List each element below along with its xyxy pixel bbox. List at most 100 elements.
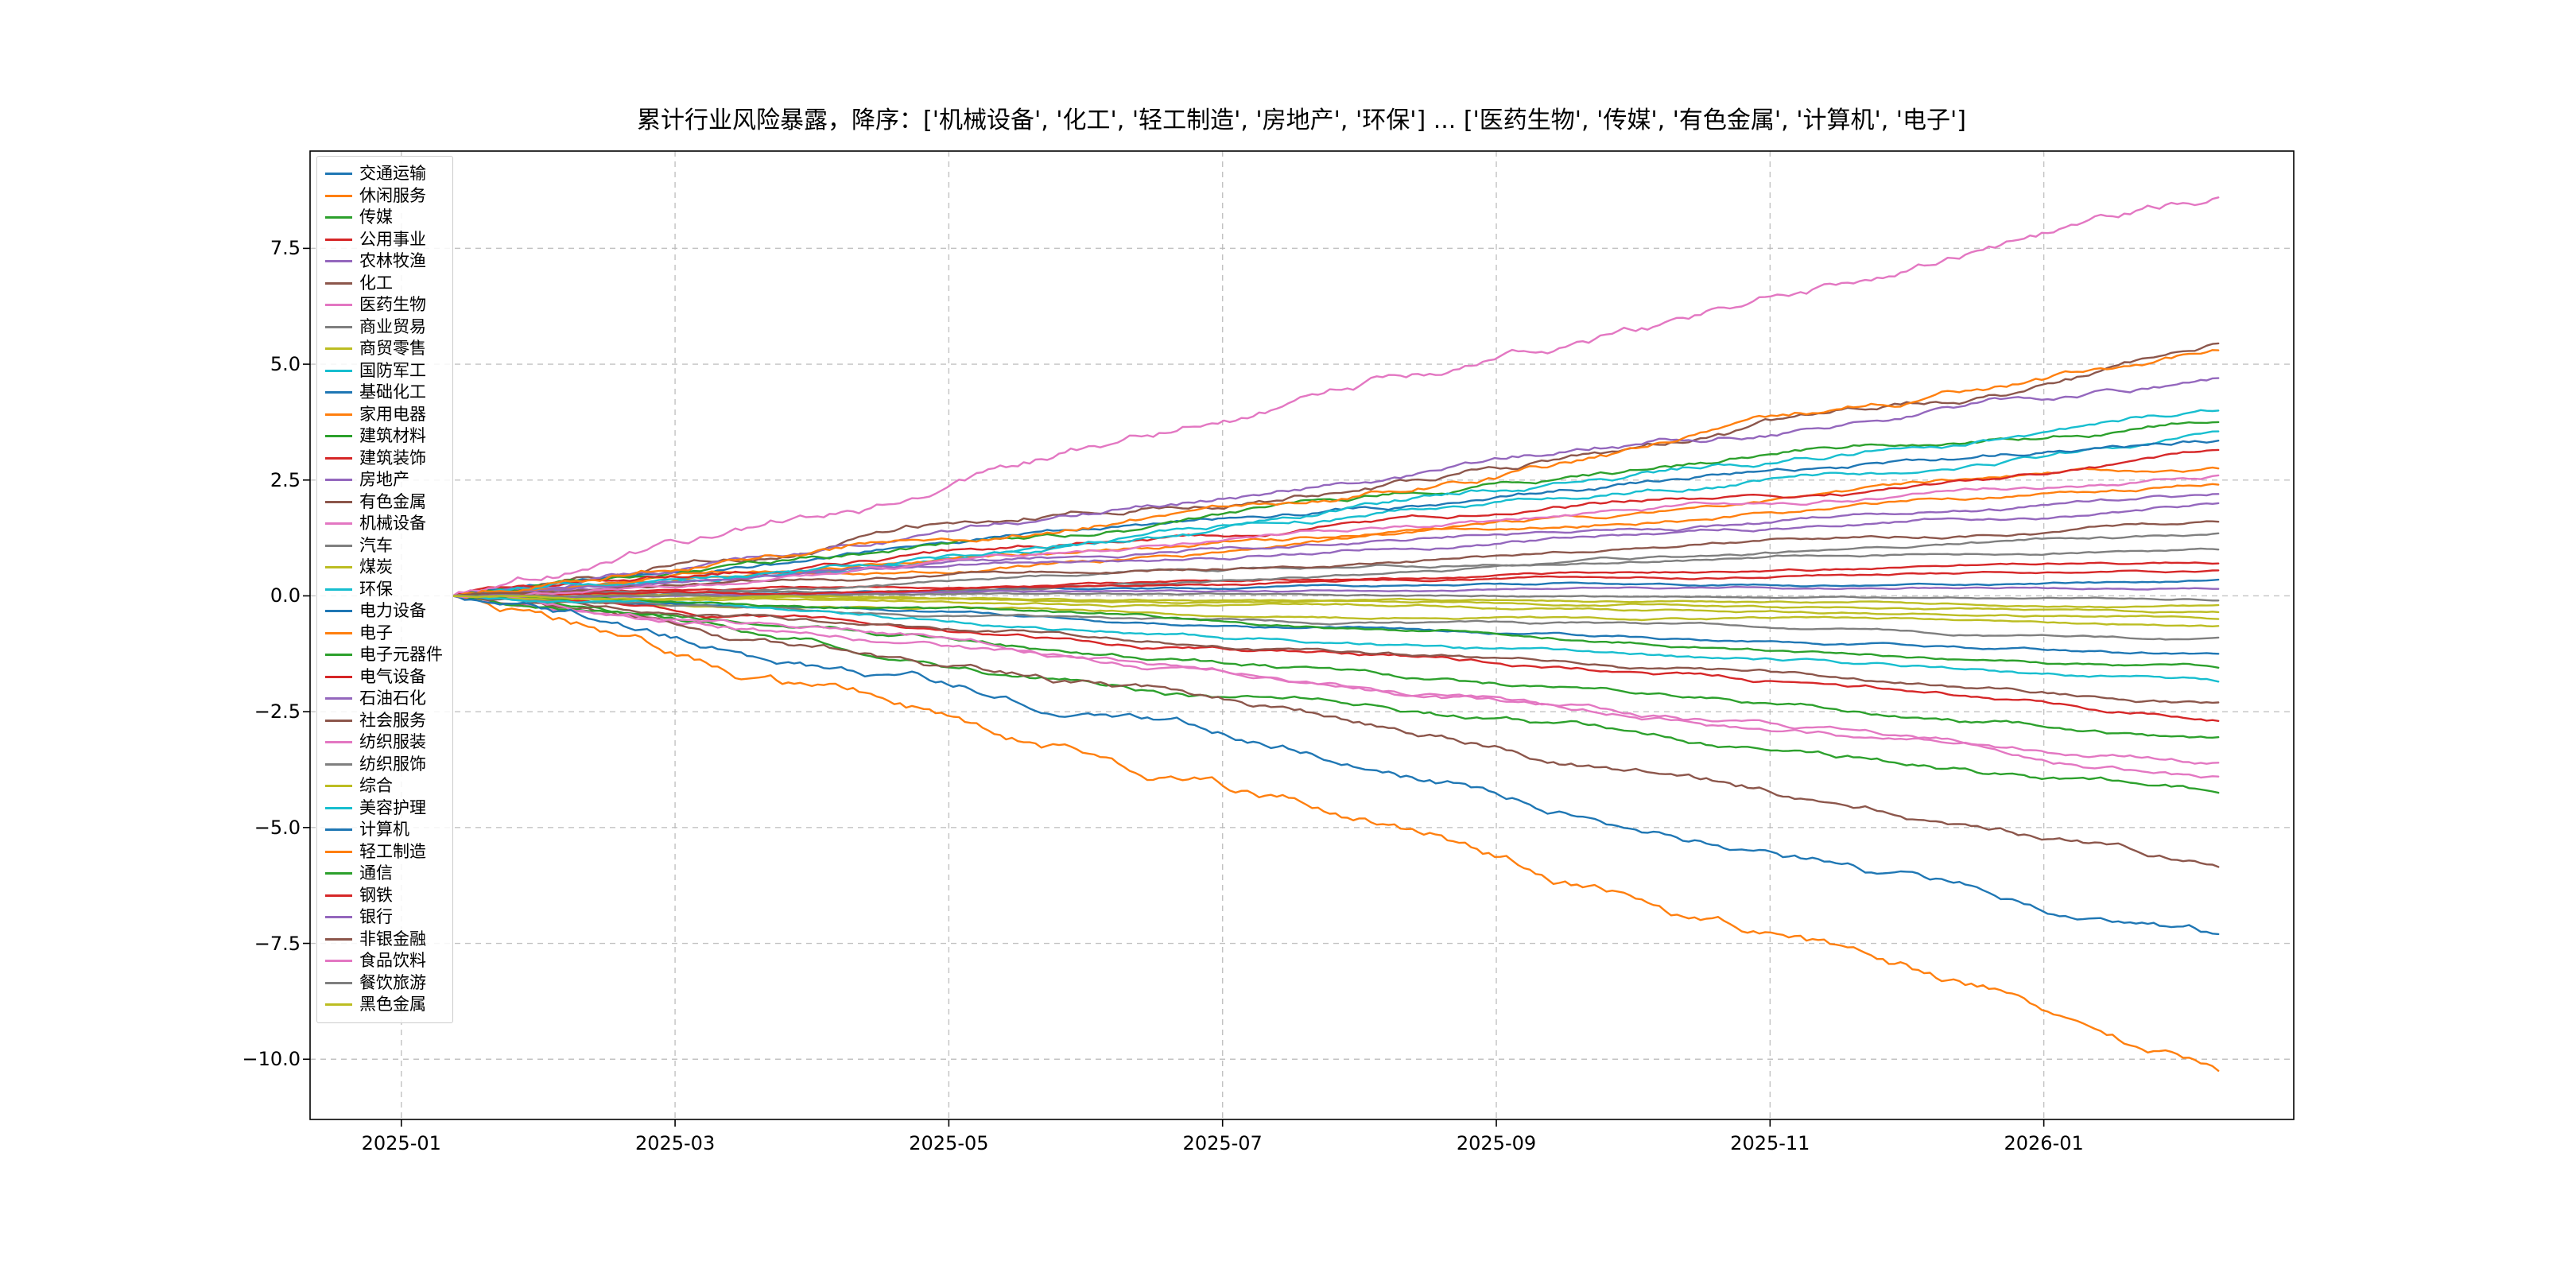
legend-label: 房地产 <box>359 470 409 490</box>
legend-line-swatch <box>325 544 352 547</box>
legend-label: 通信 <box>359 863 393 883</box>
legend-item: 通信 <box>325 863 443 885</box>
legend-item: 食品饮料 <box>325 950 443 972</box>
legend-label: 电气设备 <box>359 666 426 686</box>
legend-line-swatch <box>325 610 352 613</box>
legend-item: 钢铁 <box>325 885 443 907</box>
plot-border <box>309 150 2295 1120</box>
legend-label: 轻工制造 <box>359 841 426 861</box>
legend-label: 传媒 <box>359 208 393 227</box>
legend-line-swatch <box>325 281 352 285</box>
legend-label: 煤炭 <box>359 557 393 577</box>
series-line <box>452 448 2220 597</box>
legend-item: 煤炭 <box>325 557 443 579</box>
legend-line-swatch <box>325 850 352 853</box>
legend-line-swatch <box>325 697 352 700</box>
legend-label: 餐饮旅游 <box>359 972 426 992</box>
legend-item: 农林牧渔 <box>325 250 443 273</box>
legend-item: 公用事业 <box>325 229 443 251</box>
legend-item: 电子元器件 <box>325 644 443 666</box>
legend-label: 环保 <box>359 579 393 599</box>
legend-item: 建筑材料 <box>325 425 443 448</box>
legend-line-swatch <box>325 719 352 722</box>
series-line <box>452 474 2220 599</box>
legend-line-swatch <box>325 238 352 241</box>
legend-item: 社会服务 <box>325 710 443 732</box>
legend-label: 电子 <box>359 623 393 642</box>
legend-label: 电力设备 <box>359 601 426 621</box>
series-line <box>452 532 2220 597</box>
series-line <box>452 594 2220 794</box>
legend-item: 电子 <box>325 623 443 645</box>
series-line <box>452 595 2220 936</box>
legend-item: 商业贸易 <box>325 316 443 339</box>
legend-line-swatch <box>325 347 352 351</box>
series-line <box>452 594 2220 620</box>
legend-line-swatch <box>325 960 352 963</box>
legend-line-swatch <box>325 916 352 919</box>
series-line <box>452 520 2220 597</box>
legend-label: 化工 <box>359 273 393 293</box>
legend: 交通运输 休闲服务 传媒 公用事业 农林牧渔 化工 医药生物 商业贸易 商贸零售 国防军工 基础化工… <box>316 156 453 1023</box>
legend-item: 化工 <box>325 273 443 295</box>
legend-item: 医药生物 <box>325 294 443 316</box>
series-line <box>452 561 2220 598</box>
legend-label: 机械设备 <box>359 514 426 533</box>
legend-line-swatch <box>325 762 352 766</box>
legend-item: 纺织服饰 <box>325 754 443 776</box>
legend-item: 房地产 <box>325 469 443 491</box>
legend-label: 计算机 <box>359 820 409 840</box>
legend-label: 有色金属 <box>359 491 426 511</box>
series-line <box>452 409 2220 598</box>
legend-label: 家用电器 <box>359 404 426 424</box>
legend-line-swatch <box>325 216 352 219</box>
legend-label: 银行 <box>359 907 393 927</box>
legend-line-swatch <box>325 566 352 569</box>
legend-label: 美容护理 <box>359 797 426 817</box>
legend-label: 黑色金属 <box>359 995 426 1014</box>
legend-line-swatch <box>325 369 352 372</box>
series-line <box>452 595 2220 683</box>
legend-item: 建筑装饰 <box>325 448 443 470</box>
legend-line-swatch <box>325 631 352 634</box>
series-line <box>452 593 2220 669</box>
legend-item: 综合 <box>325 775 443 797</box>
legend-label: 汽车 <box>359 535 393 555</box>
legend-label: 商贸零售 <box>359 339 426 359</box>
legend-line-swatch <box>325 937 352 941</box>
legend-label: 公用事业 <box>359 229 426 249</box>
legend-label: 交通运输 <box>359 164 426 184</box>
series-line <box>452 595 2220 868</box>
legend-line-swatch <box>325 588 352 591</box>
legend-line-swatch <box>325 981 352 984</box>
series-line <box>452 594 2220 779</box>
legend-label: 基础化工 <box>359 382 426 402</box>
series-line <box>452 595 2220 1072</box>
legend-item: 轻工制造 <box>325 841 443 863</box>
legend-item: 银行 <box>325 906 443 929</box>
legend-line-swatch <box>325 325 352 328</box>
legend-line-swatch <box>325 260 352 263</box>
legend-line-swatch <box>325 435 352 438</box>
legend-line-swatch <box>325 1003 352 1007</box>
legend-item: 纺织服装 <box>325 731 443 754</box>
legend-label: 石油石化 <box>359 689 426 708</box>
legend-label: 钢铁 <box>359 885 393 905</box>
legend-line-swatch <box>325 413 352 416</box>
legend-label: 电子元器件 <box>359 645 443 665</box>
legend-item: 传媒 <box>325 207 443 229</box>
legend-item: 非银金融 <box>325 929 443 951</box>
legend-label: 纺织服装 <box>359 732 426 752</box>
legend-label: 纺织服饰 <box>359 754 426 774</box>
legend-label: 医药生物 <box>359 295 426 315</box>
legend-line-swatch <box>325 522 352 526</box>
legend-label: 建筑材料 <box>359 426 426 446</box>
legend-line-swatch <box>325 456 352 460</box>
legend-item: 机械设备 <box>325 513 443 535</box>
legend-item: 美容护理 <box>325 797 443 820</box>
legend-line-swatch <box>325 194 352 197</box>
legend-line-swatch <box>325 741 352 744</box>
series-line <box>452 196 2220 597</box>
